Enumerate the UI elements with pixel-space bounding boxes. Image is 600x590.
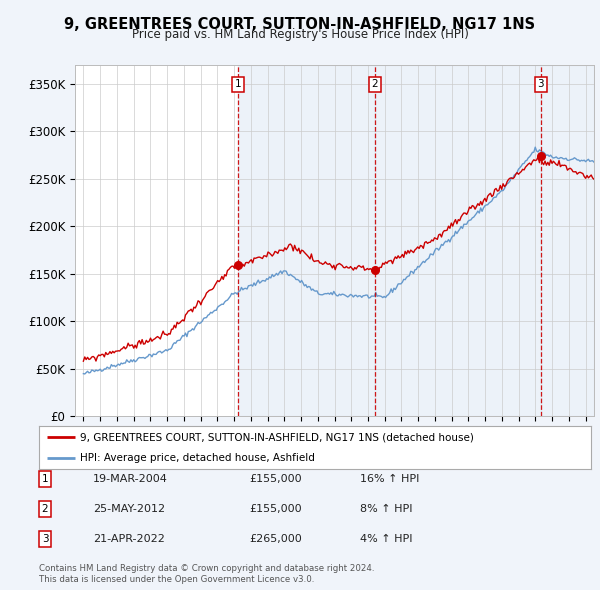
Text: 1: 1: [235, 79, 241, 89]
Bar: [541, 65, 594, 416]
Text: 8% ↑ HPI: 8% ↑ HPI: [360, 504, 413, 514]
Text: £155,000: £155,000: [249, 474, 302, 484]
Text: £265,000: £265,000: [249, 535, 302, 544]
Text: 4% ↑ HPI: 4% ↑ HPI: [360, 535, 413, 544]
Text: 3: 3: [41, 535, 49, 544]
Text: 21-APR-2022: 21-APR-2022: [93, 535, 165, 544]
Text: Price paid vs. HM Land Registry's House Price Index (HPI): Price paid vs. HM Land Registry's House …: [131, 28, 469, 41]
Text: 16% ↑ HPI: 16% ↑ HPI: [360, 474, 419, 484]
Text: £155,000: £155,000: [249, 504, 302, 514]
Text: 9, GREENTREES COURT, SUTTON-IN-ASHFIELD, NG17 1NS: 9, GREENTREES COURT, SUTTON-IN-ASHFIELD,…: [64, 17, 536, 31]
Text: 2: 2: [41, 504, 49, 514]
Text: 19-MAR-2004: 19-MAR-2004: [93, 474, 168, 484]
Text: 25-MAY-2012: 25-MAY-2012: [93, 504, 165, 514]
Bar: [374, 65, 541, 416]
Text: 3: 3: [537, 79, 544, 89]
Text: 1: 1: [41, 474, 49, 484]
Text: HPI: Average price, detached house, Ashfield: HPI: Average price, detached house, Ashf…: [80, 453, 315, 463]
Text: This data is licensed under the Open Government Licence v3.0.: This data is licensed under the Open Gov…: [39, 575, 314, 584]
Text: 2: 2: [371, 79, 378, 89]
Bar: [238, 65, 374, 416]
Text: Contains HM Land Registry data © Crown copyright and database right 2024.: Contains HM Land Registry data © Crown c…: [39, 565, 374, 573]
Text: 9, GREENTREES COURT, SUTTON-IN-ASHFIELD, NG17 1NS (detached house): 9, GREENTREES COURT, SUTTON-IN-ASHFIELD,…: [80, 432, 474, 442]
